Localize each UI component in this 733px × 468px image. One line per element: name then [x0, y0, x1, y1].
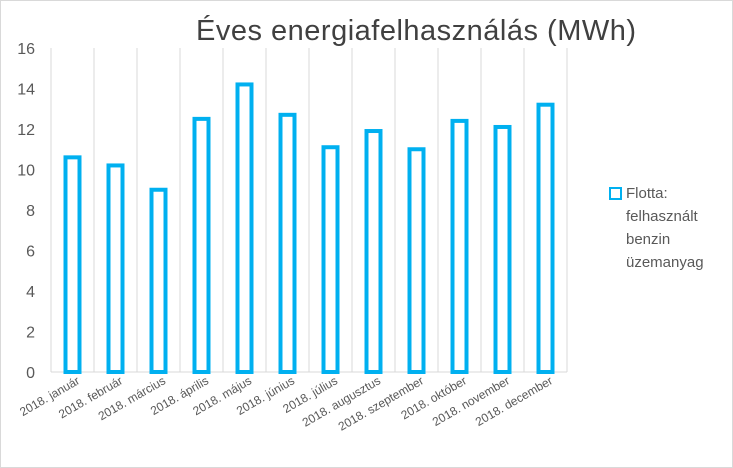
y-tick-label: 16: [17, 41, 35, 58]
chart-title: Éves energiafelhasználás (MWh): [196, 15, 637, 47]
bar: [106, 163, 125, 374]
y-tick-label: 10: [17, 163, 35, 180]
legend: Flotta: felhasznált benzin üzemanyag: [609, 182, 733, 274]
y-tick-label: 6: [26, 244, 35, 261]
y-tick-label: 8: [26, 203, 35, 220]
legend-label: Flotta: felhasznált benzin üzemanyag: [626, 185, 704, 271]
bar: [493, 124, 512, 374]
bar: [536, 102, 555, 374]
bar: [192, 116, 211, 374]
grid-lines: [50, 48, 568, 373]
bar-series: [63, 82, 555, 375]
bar: [149, 187, 168, 374]
y-tick-label: 14: [17, 82, 35, 99]
y-tick-label: 2: [26, 325, 35, 342]
bar: [235, 82, 254, 374]
bar: [321, 145, 340, 374]
y-axis-ticks: 0 2 4 6 8 10 12 14 16: [17, 41, 35, 382]
x-tick-label: 2018. december: [473, 373, 555, 428]
bar: [364, 129, 383, 374]
y-tick-label: 0: [26, 365, 35, 382]
y-tick-label: 12: [17, 122, 35, 139]
y-tick-label: 4: [26, 284, 35, 301]
legend-swatch: [609, 187, 622, 200]
bar: [63, 155, 82, 374]
bar: [407, 147, 426, 374]
bar: [450, 118, 469, 375]
bar: [278, 112, 297, 374]
